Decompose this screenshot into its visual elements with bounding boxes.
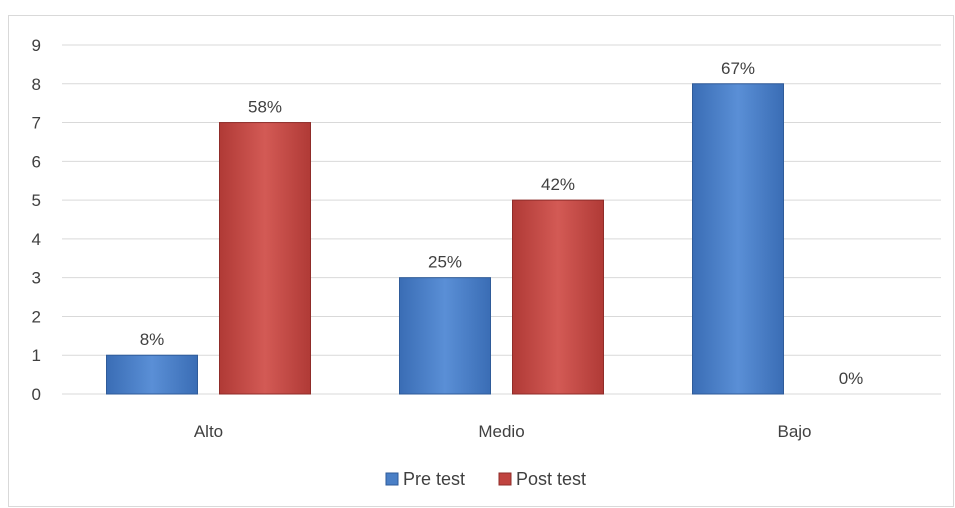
data-label: 25% bbox=[428, 253, 462, 272]
bar-pre-test-medio bbox=[399, 277, 491, 395]
y-tick-label: 6 bbox=[32, 152, 41, 171]
x-category-label: Medio bbox=[478, 422, 524, 441]
y-tick-label: 7 bbox=[32, 114, 41, 133]
data-label: 58% bbox=[248, 98, 282, 117]
y-tick-label: 0 bbox=[32, 385, 41, 404]
x-axis-categories: Alto Medio Bajo bbox=[194, 422, 812, 441]
data-label: 67% bbox=[721, 59, 755, 78]
y-tick-label: 4 bbox=[32, 230, 41, 249]
data-labels: 8% 58% 25% 42% 67% 0% bbox=[140, 59, 864, 388]
y-tick-label: 2 bbox=[32, 307, 41, 326]
y-tick-label: 8 bbox=[32, 75, 41, 94]
bar-pre-test-bajo bbox=[692, 83, 784, 395]
bar-pre-test-alto bbox=[106, 354, 198, 395]
bars bbox=[106, 83, 784, 395]
gridlines bbox=[62, 44, 941, 395]
legend-swatch-post-test bbox=[498, 472, 512, 486]
x-category-label: Bajo bbox=[777, 422, 811, 441]
y-tick-label: 3 bbox=[32, 269, 41, 288]
bar-post-test-medio bbox=[512, 199, 604, 395]
legend-label: Pre test bbox=[403, 469, 465, 489]
legend-label: Post test bbox=[516, 469, 586, 489]
data-label: 0% bbox=[839, 369, 864, 388]
y-tick-label: 9 bbox=[32, 36, 41, 55]
data-label: 8% bbox=[140, 330, 165, 349]
y-tick-label: 1 bbox=[32, 346, 41, 365]
chart-frame bbox=[8, 15, 954, 507]
x-category-label: Alto bbox=[194, 422, 223, 441]
legend: Pre test Post test bbox=[385, 469, 586, 489]
y-tick-label: 5 bbox=[32, 191, 41, 210]
data-label: 42% bbox=[541, 175, 575, 194]
y-axis-ticks: 0 1 2 3 4 5 6 7 8 9 bbox=[32, 36, 41, 404]
legend-swatch-pre-test bbox=[385, 472, 399, 486]
bar-post-test-alto bbox=[219, 122, 311, 395]
